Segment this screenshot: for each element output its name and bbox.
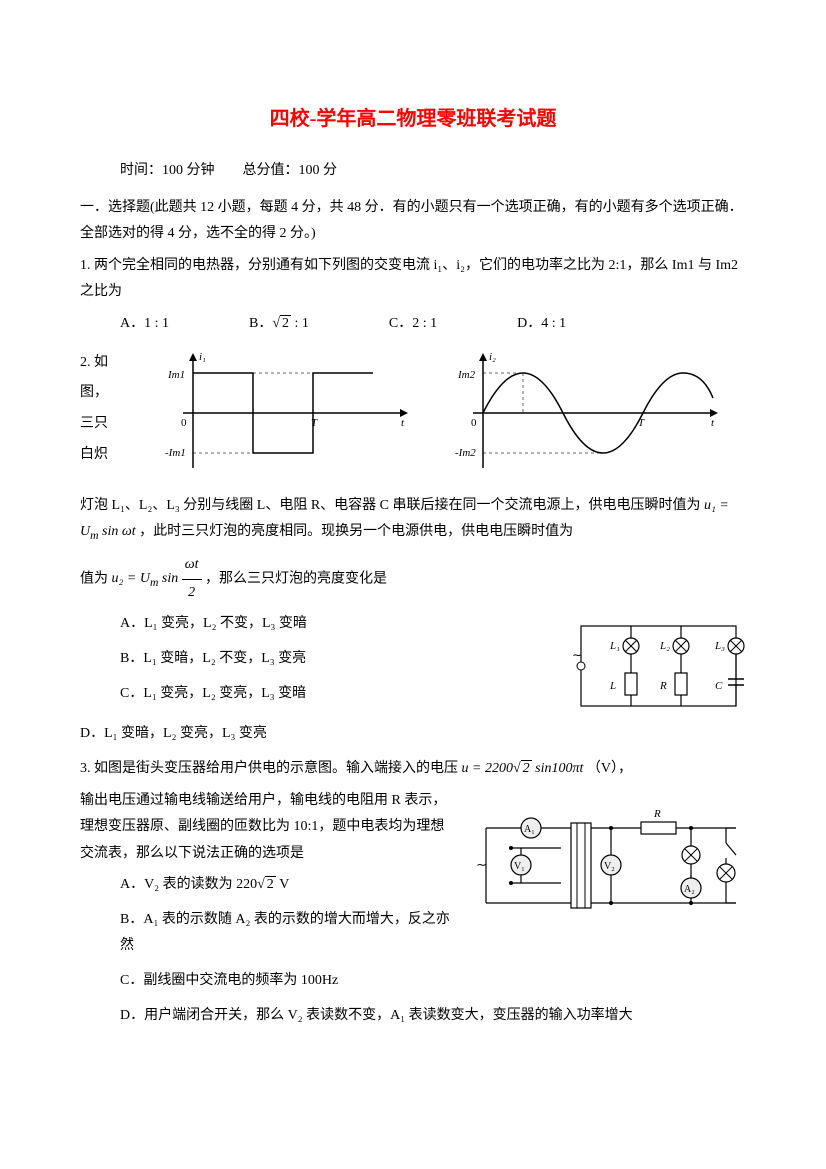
svg-text:R: R <box>659 680 667 692</box>
page-title: 四校-学年高二物理零班联考试题 <box>80 100 746 138</box>
svg-text:L₃: L₃ <box>714 640 725 652</box>
svg-text:-Im1: -Im1 <box>165 447 186 459</box>
q2-opt-d: D．L₁ 变暗，L₂ 变亮，L₃ 变亮 <box>80 721 746 748</box>
question-3-text-1: 3. 如图是街头变压器给用户供电的示意图。输入端接入的电压 u = 2200√2… <box>80 756 746 783</box>
q1-opt-a: A．1 : 1 <box>120 311 169 338</box>
svg-text:C: C <box>715 680 723 692</box>
svg-text:R: R <box>653 808 661 820</box>
svg-text:i₁: i₁ <box>199 351 206 363</box>
section-1-heading: 一．选择题(此题共 12 小题，每题 4 分，共 48 分．有的小题只有一个选项… <box>80 195 746 248</box>
svg-text:-Im2: -Im2 <box>455 447 476 459</box>
q1-opt-b: B．√2 : 1 <box>249 311 309 338</box>
question-2-formula: 值为 u₂ = Um sin ωt 2 ，那么三只灯泡的亮度变化是 <box>80 552 746 606</box>
q3-opt-d: D．用户端闭合开关，那么 V₂ 表读数不变，A₁ 表读数变大，变压器的输入功率增… <box>120 1003 746 1030</box>
q1-opt-d: D．4 : 1 <box>517 311 566 338</box>
question-1-text: 1. 两个完全相同的电热器，分别通有如下列图的交变电流 i₁、i₂，它们的电功率… <box>80 253 746 306</box>
svg-text:∼: ∼ <box>476 857 487 872</box>
svg-text:A₁: A₁ <box>524 824 535 835</box>
svg-text:A₂: A₂ <box>684 884 695 895</box>
svg-text:T: T <box>638 417 645 429</box>
square-wave-chart: i₁ t Im1 -Im1 0 T <box>153 348 413 478</box>
svg-text:Im2: Im2 <box>457 369 476 381</box>
q1-opt-c: C．2 : 1 <box>389 311 437 338</box>
svg-text:T: T <box>311 417 318 429</box>
svg-text:i₂: i₂ <box>489 351 496 363</box>
svg-text:L₁: L₁ <box>609 640 620 652</box>
exam-info: 时间：100 分钟 总分值：100 分 <box>120 158 746 185</box>
svg-text:V₂: V₂ <box>604 861 615 872</box>
svg-text:0: 0 <box>181 417 187 429</box>
svg-text:V₁: V₁ <box>514 861 525 872</box>
sine-wave-chart: i₂ t Im2 -Im2 0 T <box>443 348 723 478</box>
question-1-options: A．1 : 1 B．√2 : 1 C．2 : 1 D．4 : 1 <box>120 311 746 338</box>
svg-text:Im1: Im1 <box>167 369 185 381</box>
svg-text:L: L <box>609 680 616 692</box>
q2-circuit-diagram: ∼ L₁ L₂ L₃ L R C <box>566 611 746 721</box>
q3-transformer-circuit: ∼ A₁ V₁ V₂ R A₂ <box>466 793 746 928</box>
svg-text:L₂: L₂ <box>659 640 670 652</box>
svg-text:∼: ∼ <box>572 648 582 662</box>
q3-opt-c: C．副线圈中交流电的频率为 100Hz <box>120 968 746 995</box>
question-2-prefix: 2. 如 图， 三只 白炽 <box>80 348 120 471</box>
svg-text:t: t <box>401 417 405 429</box>
svg-text:t: t <box>711 417 715 429</box>
svg-text:0: 0 <box>471 417 477 429</box>
question-2-text: 灯泡 L₁、L₂、L₃ 分别与线圈 L、电阻 R、电容器 C 串联后接在同一个交… <box>80 493 746 548</box>
